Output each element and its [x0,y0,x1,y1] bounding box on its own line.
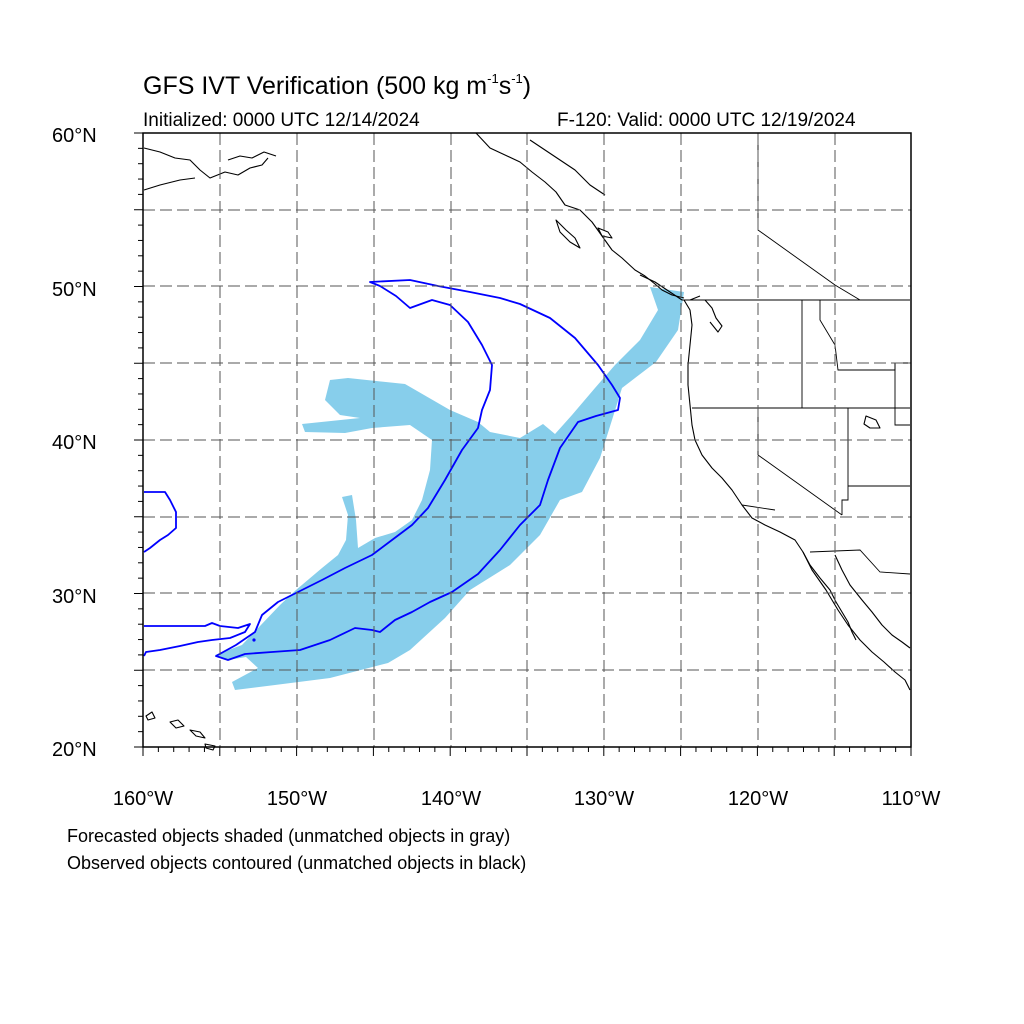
lat-label-30: 30°N [52,586,97,608]
lon-label-120w: 120°W [728,788,788,810]
lat-label-50: 50°N [52,279,97,301]
axis-ticks [134,132,912,756]
observed-contour-main [215,279,621,661]
observed-contour-west-b [143,491,177,553]
lon-label-140w: 140°W [421,788,481,810]
legend-note-observed: Observed objects contoured (unmatched ob… [67,853,527,873]
lon-label-150w: 150°W [267,788,327,810]
political-borders [690,133,911,575]
latitude-labels: 60°N 50°N 40°N 30°N 20°N [52,125,97,761]
longitude-labels: 160°W 150°W 140°W 130°W 120°W 110°W [113,788,941,810]
lon-label-160w: 160°W [113,788,173,810]
observed-object-contours [143,279,621,661]
forecast-object [215,287,684,690]
grid-lines [143,133,911,747]
map-title: GFS IVT Verification (500 kg m-1s-1) [143,70,532,100]
lon-label-130w: 130°W [574,788,634,810]
initialized-time: Initialized: 0000 UTC 12/14/2024 [143,110,420,131]
observed-dot [252,638,256,642]
valid-time: F-120: Valid: 0000 UTC 12/19/2024 [557,110,856,131]
legend-note-forecast: Forecasted objects shaded (unmatched obj… [67,826,511,846]
lat-label-20: 20°N [52,739,97,761]
lon-label-110w: 110°W [882,788,941,810]
lat-label-60: 60°N [52,125,97,147]
lat-label-40: 40°N [52,432,97,454]
observed-contour-west-a [143,622,251,657]
